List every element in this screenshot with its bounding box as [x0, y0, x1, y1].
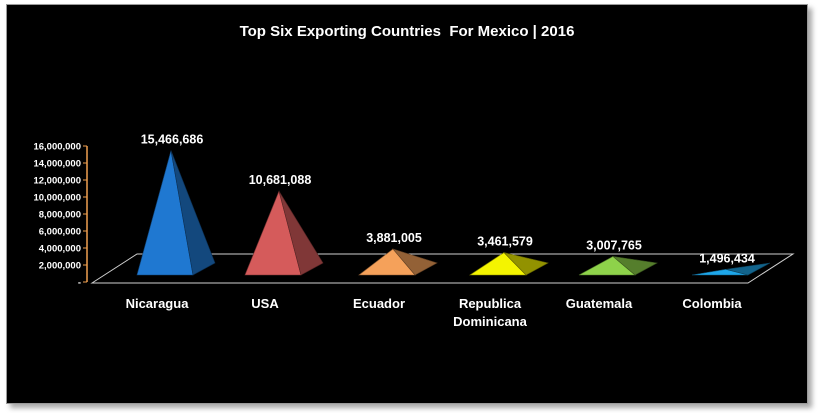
data-label: 10,681,088 [249, 173, 312, 187]
category-label: Nicaragua [126, 296, 190, 311]
chart-canvas: Top Six Exporting Countries For Mexico |… [33, 23, 795, 329]
y-tick-label: 16,000,000 [33, 142, 81, 153]
pyramid-bar [469, 252, 549, 276]
y-axis-ticks: - 2,000,000 4,000,000 6,000,000 8,000,000 10,… [33, 142, 87, 289]
category-label: Republica Dominicana [453, 296, 527, 329]
data-label: 1,496,434 [699, 251, 755, 265]
data-label: 3,881,005 [366, 231, 422, 245]
data-labels: 15,466,686 10,681,088 3,881,005 3,461,579 3,… [141, 133, 755, 266]
pyramid-bar [244, 190, 324, 276]
chart-frame: Top Six Exporting Countries For Mexico |… [6, 4, 808, 404]
pyramid-side-face [392, 248, 438, 276]
pyramid-bar [578, 255, 658, 276]
y-tick-label: 4,000,000 [39, 244, 81, 255]
pyramid-bar [136, 150, 216, 276]
pyramid-side-face [278, 191, 324, 276]
category-label: Colombia [682, 296, 742, 311]
data-label: 3,461,579 [477, 235, 533, 249]
pyramid-bar [358, 248, 438, 276]
y-tick-label: 12,000,000 [33, 176, 81, 187]
pyramid-series [136, 150, 771, 276]
chart-floor [90, 253, 795, 284]
category-label: USA [251, 296, 279, 311]
pyramid-side-face [170, 150, 216, 276]
pyramid-side-face [503, 252, 549, 276]
category-label: Ecuador [353, 296, 405, 311]
y-tick-label: 10,000,000 [33, 193, 81, 204]
y-tick-label: 6,000,000 [39, 227, 81, 238]
pyramid-side-face [725, 262, 771, 276]
y-tick-label: 2,000,000 [39, 261, 81, 272]
y-tick-label: 8,000,000 [39, 210, 81, 221]
pyramid-bar [691, 262, 771, 276]
y-tick-label: 14,000,000 [33, 159, 81, 170]
category-label: Guatemala [566, 296, 633, 311]
data-label: 3,007,765 [586, 238, 642, 252]
chart-title: Top Six Exporting Countries For Mexico |… [240, 23, 575, 40]
pyramid-side-face [611, 255, 658, 276]
y-tick-label: - [78, 278, 81, 289]
category-labels: Nicaragua USA Ecuador Republica Dominicana Gu… [126, 296, 743, 329]
data-label: 15,466,686 [141, 133, 204, 147]
